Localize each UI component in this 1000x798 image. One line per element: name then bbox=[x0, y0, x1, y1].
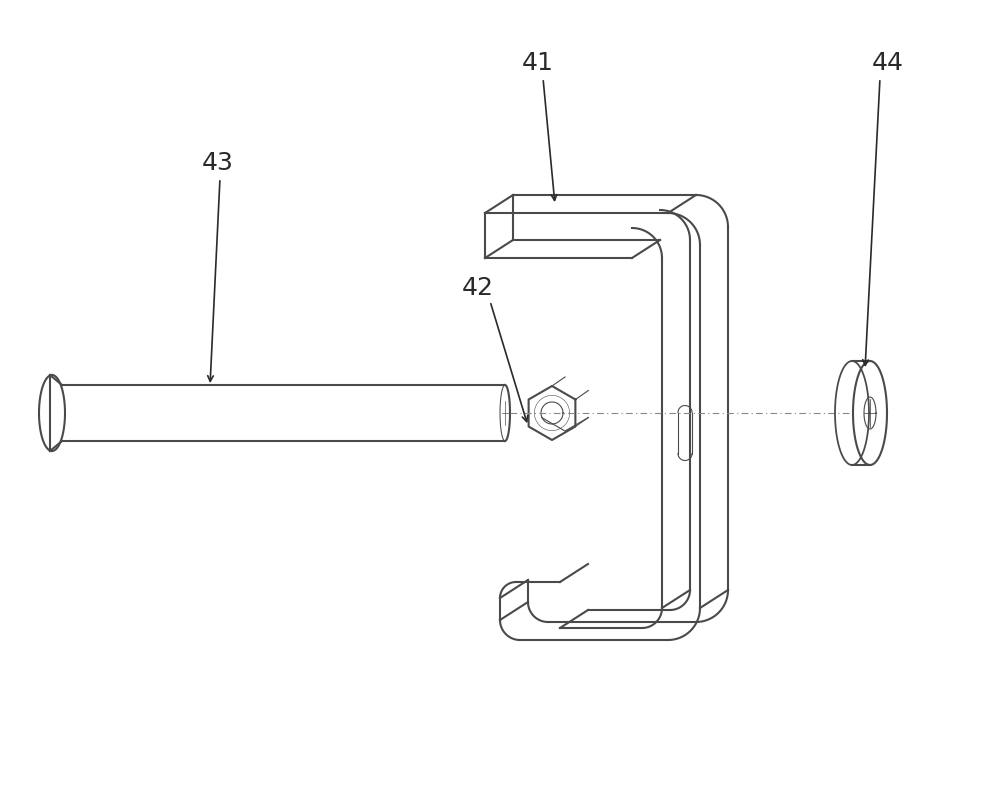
Text: 41: 41 bbox=[522, 51, 554, 75]
Text: 43: 43 bbox=[202, 151, 234, 175]
Text: 44: 44 bbox=[872, 51, 904, 75]
Text: 42: 42 bbox=[462, 276, 494, 300]
